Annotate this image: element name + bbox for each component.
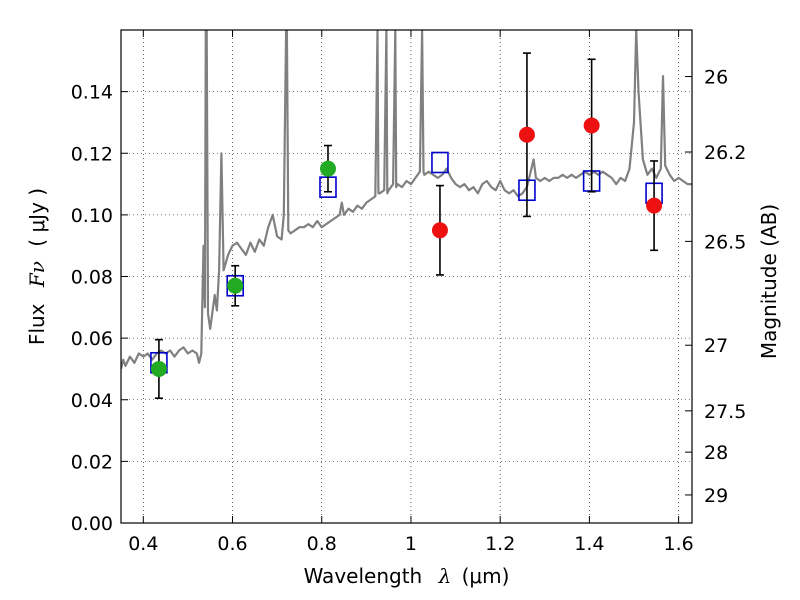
model-flux-box xyxy=(431,151,449,174)
y-tick-label: 0.02 xyxy=(71,451,113,473)
x-axis-title-unit: (μm) xyxy=(462,564,510,588)
right-y-tick-label: 26.2 xyxy=(704,142,746,164)
x-tick-label: 0.8 xyxy=(307,533,337,555)
right-y-tick-label: 26.5 xyxy=(704,231,746,253)
right-y-tick-label: 26 xyxy=(704,67,728,89)
photometry-point xyxy=(150,360,167,377)
x-tick-label: 1 xyxy=(405,533,417,555)
x-tick-label: 1.2 xyxy=(485,533,515,555)
x-axis-title-symbol: λ xyxy=(438,564,452,588)
right-y-tick-label: 29 xyxy=(704,485,728,507)
photometry-point xyxy=(431,222,448,239)
y-tick-label: 0.08 xyxy=(71,267,113,289)
photometry-point xyxy=(518,126,535,143)
x-tick-label: 0.6 xyxy=(217,533,247,555)
y-tick-label: 0.10 xyxy=(71,205,113,227)
y-axis-title-unit: ( μJy ) xyxy=(25,188,49,247)
data-marks xyxy=(150,52,663,400)
y-axis-title-text: Flux xyxy=(25,303,49,345)
x-tick-label: 1.4 xyxy=(574,533,604,555)
x-tick-label: 0.4 xyxy=(128,533,158,555)
x-axis-title: Wavelength λ (μm) xyxy=(304,564,510,588)
right-y-tick-label: 28 xyxy=(704,442,728,464)
y-tick-label: 0.14 xyxy=(71,82,113,104)
photometry-point xyxy=(319,160,336,177)
right-y-axis-title: Magnitude (AB) xyxy=(757,204,781,359)
y-axis-title: Flux Fν ( μJy ) xyxy=(25,188,49,345)
y-tick-label: 0.06 xyxy=(71,328,113,350)
x-axis: 0.4 0.6 0.8 1 1.2 1.4 1.6 xyxy=(128,30,694,555)
x-axis-title-text: Wavelength xyxy=(304,564,423,588)
x-tick-label: 1.6 xyxy=(664,533,694,555)
y-tick-label: 0.00 xyxy=(71,513,113,535)
right-y-tick-label: 27 xyxy=(704,335,728,357)
photometry-point xyxy=(227,277,244,294)
y-axis: 0.00 0.02 0.04 0.06 0.08 0.10 0.12 0.14 xyxy=(71,82,128,535)
photometry-point xyxy=(646,197,663,214)
right-y-axis: 26 26.2 26.5 27 27.5 28 29 xyxy=(685,67,746,507)
y-tick-label: 0.12 xyxy=(71,143,113,165)
spectrum-layer xyxy=(121,30,692,370)
right-y-tick-label: 27.5 xyxy=(704,401,746,423)
model-spectrum-line xyxy=(121,30,692,370)
photometry-point xyxy=(583,117,600,134)
y-axis-title-symbol: Fν xyxy=(25,261,49,288)
y-tick-label: 0.04 xyxy=(71,390,113,412)
